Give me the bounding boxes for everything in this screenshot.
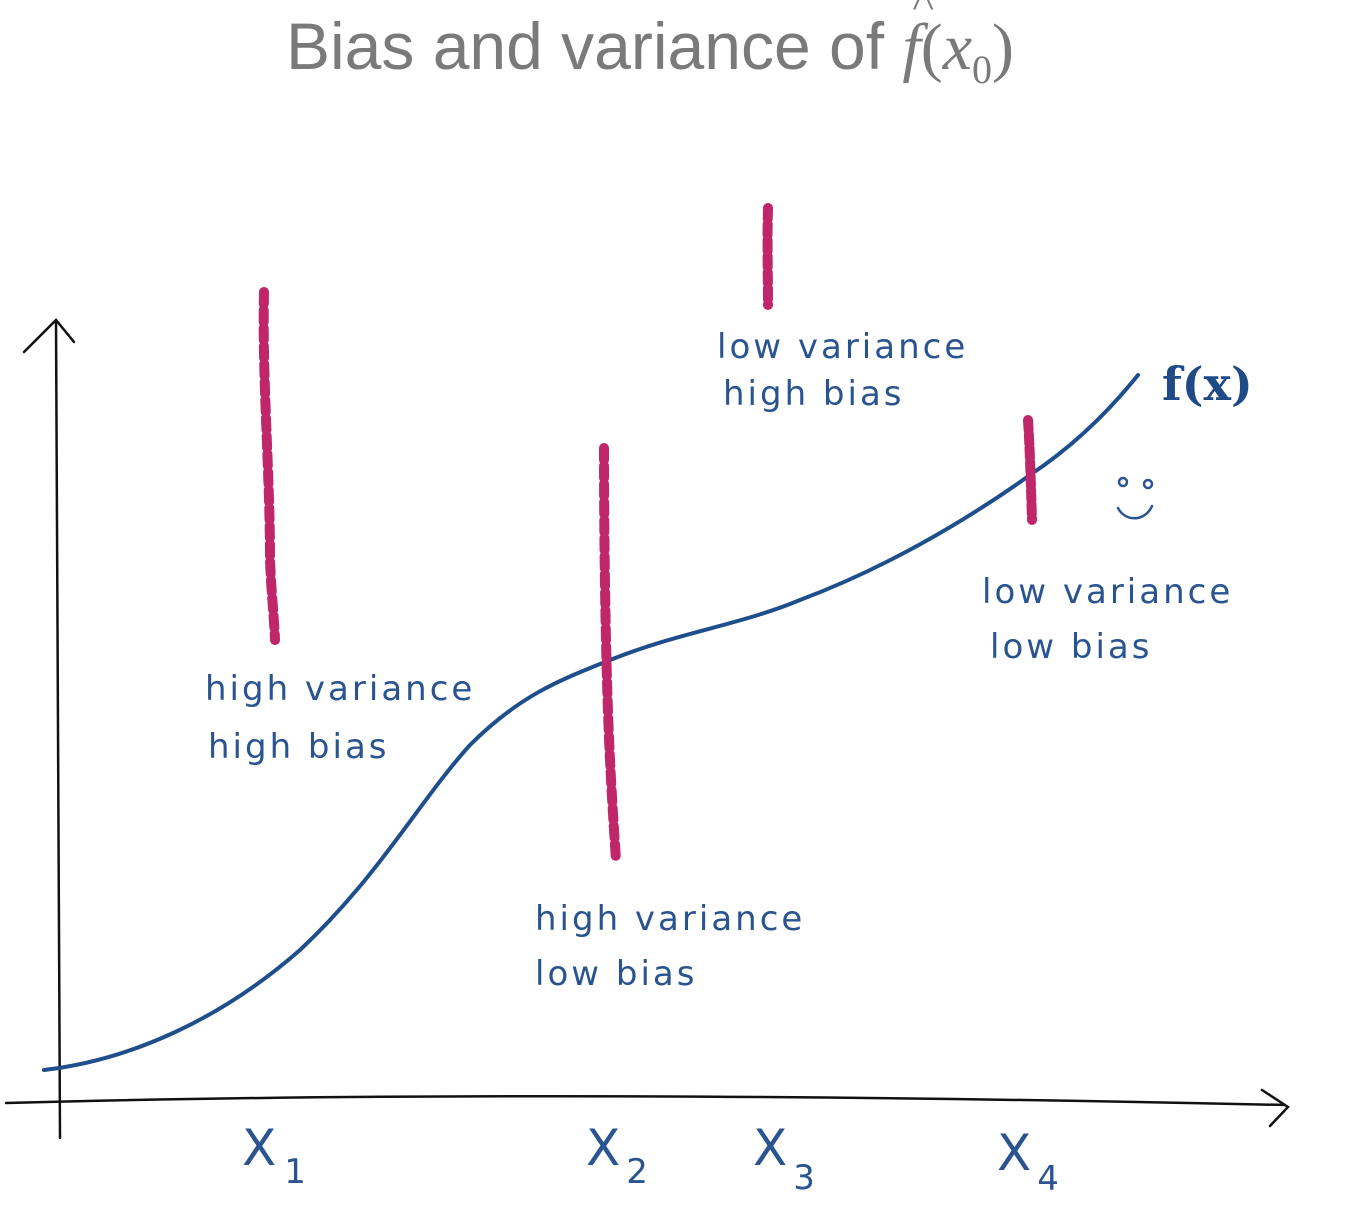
function-symbol: f: [902, 11, 921, 84]
annotation-line1: high variance: [535, 899, 805, 939]
smiley-face-icon: [1116, 476, 1154, 520]
variable-subscript: 0: [972, 47, 992, 93]
y-axis: [54, 318, 62, 1140]
annotation-low-var-low-bias: low variance low bias: [982, 572, 1233, 667]
estimate-cluster-x1: [258, 287, 280, 645]
x-axis-arrowhead: [1260, 1088, 1290, 1128]
annotation-line1: low variance: [982, 572, 1233, 612]
estimate-cluster-x4: [1023, 415, 1037, 525]
estimate-cluster-x2: [599, 443, 621, 865]
x-axis: [4, 1094, 1287, 1107]
title-math: ^ f(x0): [902, 0, 1014, 92]
annotation-line2: low bias: [990, 627, 1152, 667]
open-paren: (: [920, 11, 943, 84]
axes: [4, 318, 1290, 1140]
variable-symbol: x: [942, 11, 972, 84]
x-label-3: X3: [753, 1119, 815, 1198]
close-paren: ): [992, 11, 1014, 84]
annotation-line1: high variance: [205, 669, 475, 709]
curve-label: f(x): [1162, 357, 1253, 411]
page-title: Bias and variance of ^ f(x0): [0, 0, 1300, 93]
title-prefix: Bias and variance of: [286, 9, 903, 83]
annotation-line1: low variance: [717, 327, 968, 367]
hat-symbol: ^: [912, 0, 934, 28]
f-hat: ^ f: [902, 0, 934, 86]
annotation-line2: low bias: [535, 954, 697, 994]
annotation-high-var-high-bias: high variance high bias: [205, 669, 475, 767]
annotation-line2: high bias: [208, 727, 390, 767]
annotation-line2: high bias: [723, 374, 905, 414]
annotation-low-var-high-bias: low variance high bias: [717, 327, 968, 414]
annotation-high-var-low-bias: high variance low bias: [535, 899, 805, 994]
y-axis-arrowhead: [22, 318, 76, 354]
